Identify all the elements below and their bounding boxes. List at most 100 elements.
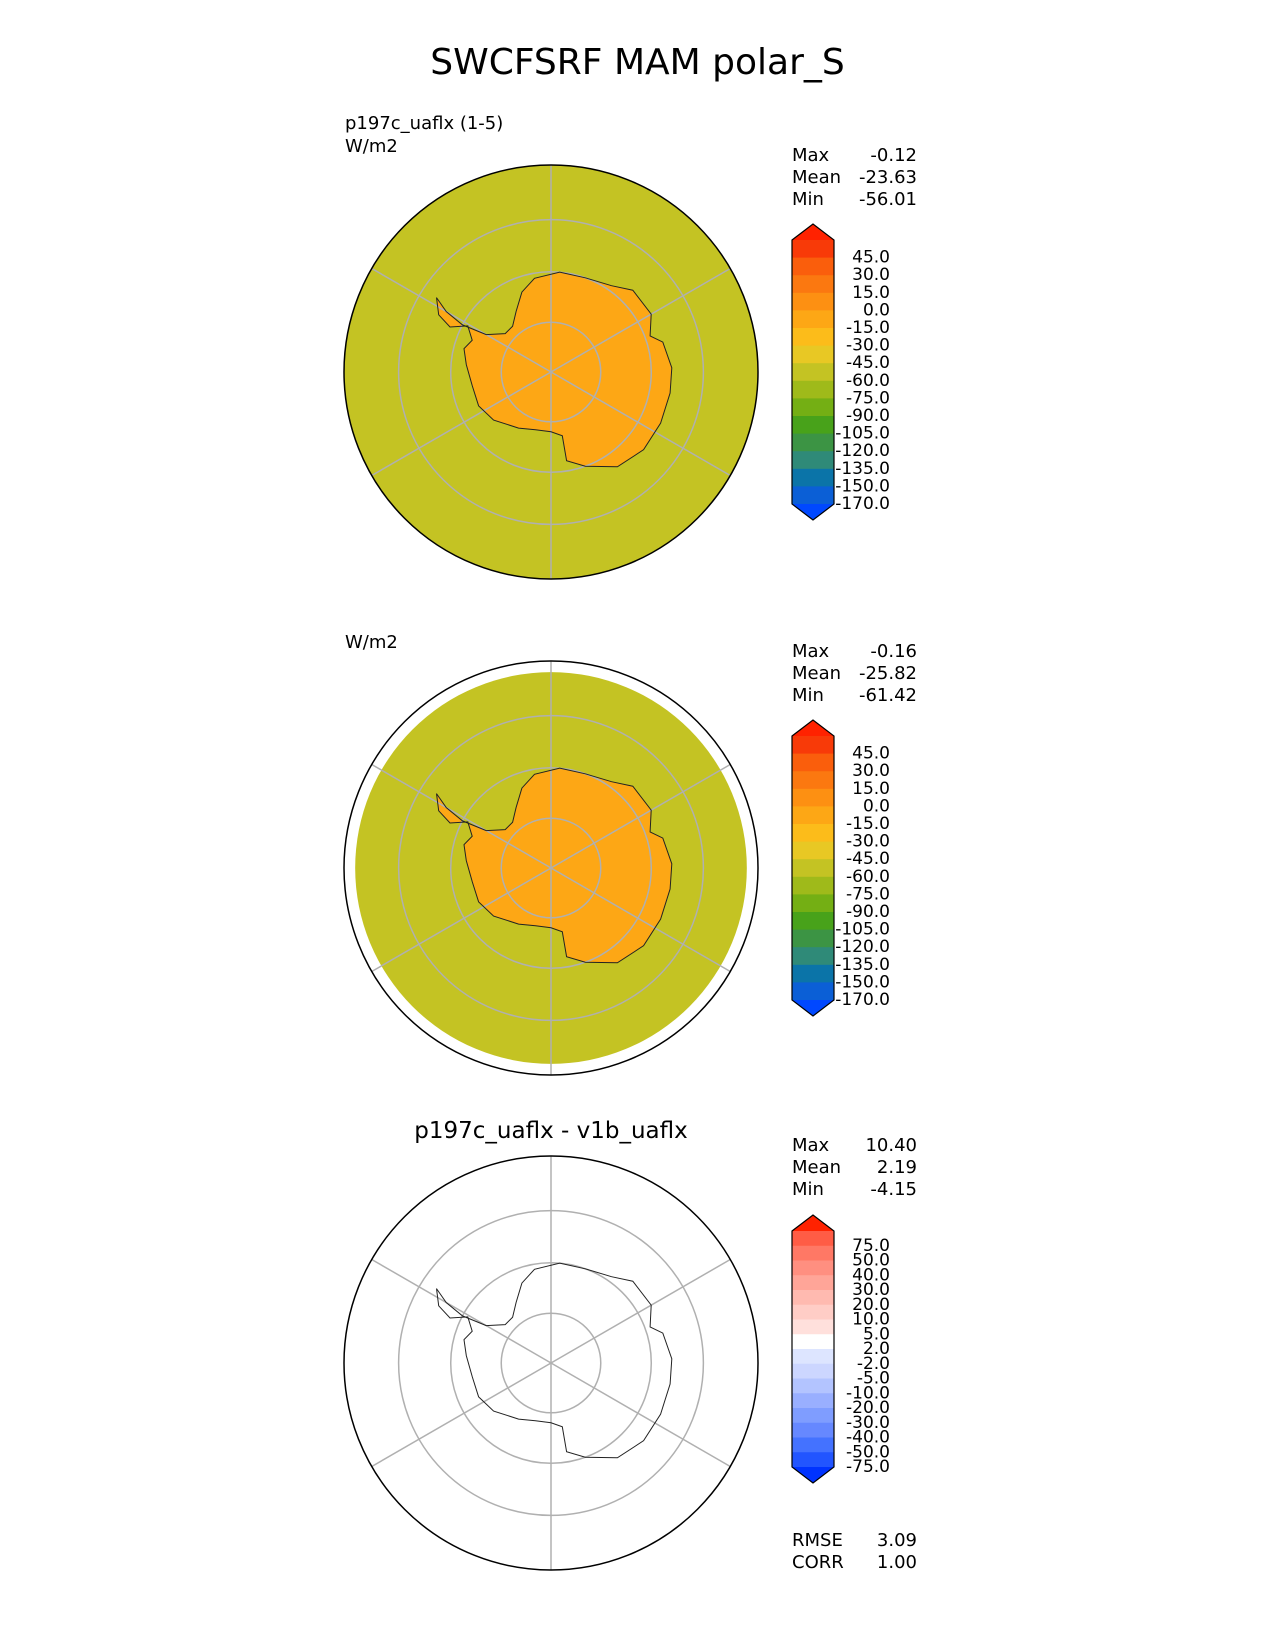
colorbar-segment [792, 824, 834, 843]
colorbar-segment [792, 380, 834, 399]
panel3-stat-rmse-value: 3.09 [876, 1530, 917, 1551]
colorbar-tick-label: 30.0 [852, 761, 890, 781]
colorbar-segment [792, 1378, 834, 1394]
colorbar-segment [792, 1319, 834, 1335]
colorbar-segment [792, 1334, 834, 1350]
colorbar-extend-min [792, 504, 834, 520]
panel1-stat-mean-label: Mean [792, 167, 842, 188]
colorbar-segment [792, 1408, 834, 1424]
panel1-stat-mean-value: -23.63 [858, 167, 917, 188]
meridian-line [550, 267, 731, 373]
colorbar-tick-label: -170.0 [835, 494, 890, 514]
colorbar-tick-label: 30.0 [852, 1280, 890, 1300]
colorbar-segment [792, 806, 834, 825]
colorbar-segment [792, 363, 834, 382]
map-boundary [343, 660, 759, 1076]
colorbar-segment [792, 345, 834, 364]
colorbar-tick-label: -75.0 [846, 884, 890, 904]
colorbar-tick-label: 75.0 [852, 1236, 890, 1256]
colorbar-tick-label: -45.0 [846, 353, 890, 373]
colorbar-tick-label: 2.0 [863, 1339, 890, 1359]
map-boundary [343, 164, 759, 580]
colorbar-segment [792, 1290, 834, 1306]
panel-3-colorbar: 75.050.040.030.020.010.05.02.0-2.0-5.0-1… [791, 1214, 890, 1484]
colorbar-segment [792, 486, 834, 505]
colorbar-segment [792, 1231, 834, 1247]
panel3-stat-corr-value: 1.00 [876, 1552, 917, 1573]
colorbar-segment [792, 1245, 834, 1261]
colorbar-segment [792, 1349, 834, 1365]
panel1-stat-max-label: Max [792, 145, 830, 166]
panel1-stat-min-label: Min [792, 189, 824, 210]
colorbar-tick-label: -2.0 [857, 1354, 890, 1374]
colorbar-segment [792, 788, 834, 807]
panel3-stat-mean-value: 2.19 [876, 1157, 917, 1178]
colorbar-extend-min [792, 1000, 834, 1016]
meridian-line [550, 371, 731, 477]
panel2-stat-max-label: Max [792, 641, 830, 662]
colorbar-tick-label: -30.0 [846, 336, 890, 356]
meridian-line [371, 267, 552, 373]
panel3-stat-corr-label: CORR [792, 1552, 844, 1573]
colorbar-outline [791, 1214, 835, 1484]
map-boundary [343, 1155, 759, 1571]
colorbar-tick-label: -75.0 [846, 388, 890, 408]
colorbar-tick-label: -5.0 [857, 1369, 890, 1389]
colorbar-tick-label: -30.0 [846, 1413, 890, 1433]
meridian-line [550, 1258, 731, 1364]
colorbar-tick-label: 10.0 [852, 1310, 890, 1330]
panel-1-colorbar: 45.030.015.00.0-15.0-30.0-45.0-60.0-75.0… [791, 223, 890, 521]
colorbar-segment [792, 771, 834, 790]
figure-title: SWCFSRF MAM polar_S [430, 42, 845, 83]
colorbar-segment [792, 736, 834, 755]
coastline [436, 767, 673, 964]
colorbar-segment [792, 1260, 834, 1276]
panel1-label: p197c_uaflx (1-5) [345, 113, 504, 134]
meridian-line [371, 371, 552, 477]
colorbar-extend-min [792, 1467, 834, 1483]
colorbar-segment [792, 841, 834, 860]
colorbar-segment [792, 310, 834, 329]
colorbar-tick-label: 5.0 [863, 1324, 890, 1344]
colorbar-tick-label: -20.0 [846, 1398, 890, 1418]
colorbar-tick-label: -120.0 [835, 937, 890, 957]
colorbar-outline [791, 719, 835, 1017]
panel1-stat-min-value: -56.01 [858, 189, 917, 210]
colorbar-tick-label: -10.0 [846, 1383, 890, 1403]
panel2-stat-mean-value: -25.82 [858, 663, 917, 684]
colorbar-segment [792, 1275, 834, 1291]
colorbar-tick-label: -60.0 [846, 867, 890, 887]
graticule [371, 661, 731, 1075]
colorbar-segment [792, 947, 834, 966]
colorbar-segment [792, 433, 834, 452]
colorbar-tick-label: -40.0 [846, 1428, 890, 1448]
panel2-stat-max-value: -0.16 [870, 641, 917, 662]
colorbar-tick-label: 20.0 [852, 1295, 890, 1315]
colorbar-segment [792, 328, 834, 347]
colorbar-tick-label: 50.0 [852, 1251, 890, 1271]
colorbar-segment [792, 1437, 834, 1453]
colorbar-tick-label: 15.0 [852, 779, 890, 799]
colorbar-tick-label: -30.0 [846, 832, 890, 852]
meridian-line [550, 1362, 731, 1468]
colorbar-tick-label: -75.0 [846, 1457, 890, 1477]
colorbar-extend-max [792, 224, 834, 240]
colorbar-tick-label: -135.0 [835, 955, 890, 975]
graticule [371, 1156, 731, 1570]
colorbar-segment [792, 1304, 834, 1320]
colorbar-tick-label: -50.0 [846, 1442, 890, 1462]
meridian-line [371, 1258, 552, 1364]
colorbar-extend-max [792, 1215, 834, 1231]
colorbar-tick-label: -90.0 [846, 902, 890, 922]
colorbar-outline [791, 223, 835, 521]
panel2-stat-min-value: -61.42 [858, 685, 917, 706]
colorbar-segment [792, 240, 834, 259]
colorbar-tick-label: -15.0 [846, 318, 890, 338]
colorbar-segment [792, 964, 834, 983]
panel-2-colorbar: 45.030.015.00.0-15.0-30.0-45.0-60.0-75.0… [791, 719, 890, 1017]
colorbar-segment [792, 753, 834, 772]
colorbar-tick-label: -135.0 [835, 459, 890, 479]
colorbar-tick-label: 15.0 [852, 283, 890, 303]
panel3-stat-max-label: Max [792, 1135, 830, 1156]
